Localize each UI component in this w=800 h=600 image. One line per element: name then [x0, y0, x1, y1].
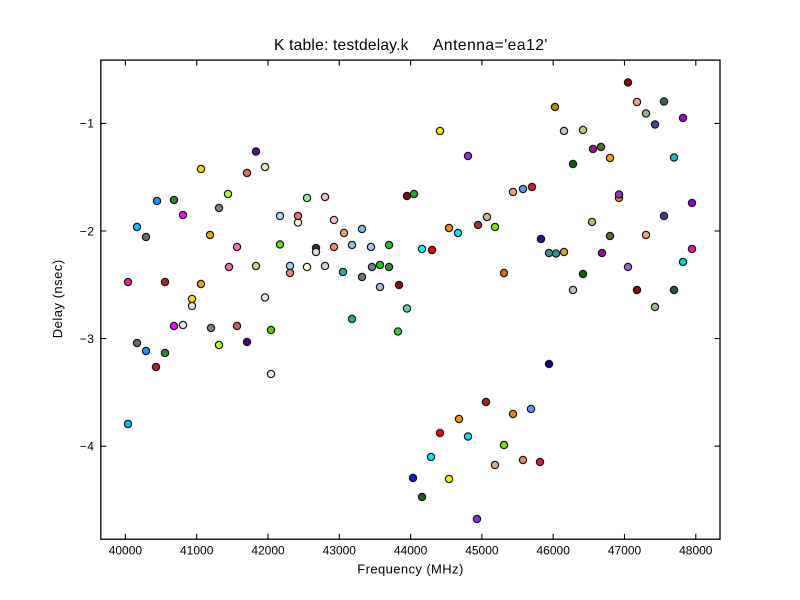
- svg-text:−2: −2: [80, 224, 95, 238]
- svg-text:40000: 40000: [109, 544, 143, 558]
- svg-text:−4: −4: [80, 440, 95, 454]
- svg-text:−1: −1: [80, 117, 95, 131]
- svg-text:48000: 48000: [679, 544, 713, 558]
- svg-text:46000: 46000: [537, 544, 571, 558]
- svg-text:45000: 45000: [465, 544, 499, 558]
- svg-text:47000: 47000: [608, 544, 642, 558]
- svg-text:Delay (nsec): Delay (nsec): [50, 259, 65, 338]
- svg-text:42000: 42000: [251, 544, 285, 558]
- svg-text:41000: 41000: [180, 544, 214, 558]
- svg-text:Antenna='ea12': Antenna='ea12': [433, 37, 548, 54]
- svg-text:−3: −3: [80, 332, 95, 346]
- svg-text:43000: 43000: [323, 544, 357, 558]
- svg-text:Frequency (MHz): Frequency (MHz): [357, 562, 463, 577]
- svg-text:K table: testdelay.k: K table: testdelay.k: [274, 37, 409, 54]
- svg-text:44000: 44000: [394, 544, 428, 558]
